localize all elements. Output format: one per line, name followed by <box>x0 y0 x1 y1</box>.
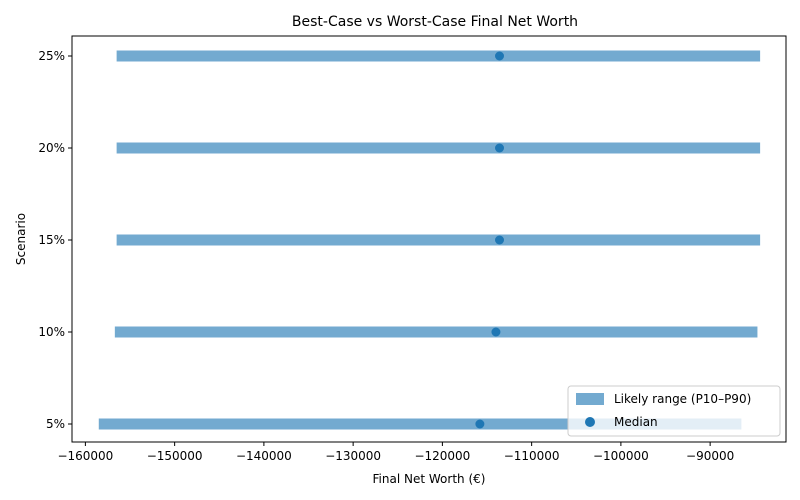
x-tick-label-0: −160000 <box>57 449 113 463</box>
median-point-4 <box>495 51 505 61</box>
x-tick-label-2: −140000 <box>236 449 292 463</box>
range-bar-2 <box>116 234 761 246</box>
x-tick-label-5: −110000 <box>504 449 560 463</box>
y-tick-label-0: 5% <box>46 417 65 431</box>
x-axis-label: Final Net Worth (€) <box>373 472 486 486</box>
x-tick-label-1: −150000 <box>147 449 203 463</box>
median-points <box>475 51 505 429</box>
median-point-3 <box>495 143 505 153</box>
x-tick-label-7: −90000 <box>686 449 734 463</box>
legend: Likely range (P10–P90) Median <box>567 385 781 437</box>
y-tick-label-2: 15% <box>38 233 65 247</box>
x-axis: −160000 −150000 −140000 −130000 −120000 −1100… <box>57 442 734 463</box>
plot-frame <box>71 35 787 443</box>
legend-median-label: Median <box>614 415 658 429</box>
y-axis-label: Scenario <box>14 213 28 265</box>
x-tick-label-6: −100000 <box>593 449 649 463</box>
range-bars <box>98 50 761 430</box>
median-point-0 <box>475 419 485 429</box>
legend-range-swatch <box>576 393 604 405</box>
x-tick-label-4: −120000 <box>414 449 470 463</box>
range-bar-0 <box>98 418 742 430</box>
legend-box <box>567 385 781 437</box>
legend-range-label: Likely range (P10–P90) <box>614 392 751 406</box>
y-tick-label-4: 25% <box>38 49 65 63</box>
y-tick-label-3: 20% <box>38 141 65 155</box>
x-tick-label-3: −130000 <box>325 449 381 463</box>
range-bar-3 <box>116 142 761 154</box>
legend-median-marker <box>585 417 595 427</box>
median-point-2 <box>495 235 505 245</box>
y-axis: 5% 10% 15% 20% 25% <box>38 49 72 431</box>
range-bar-1 <box>114 326 758 338</box>
y-tick-label-1: 10% <box>38 325 65 339</box>
chart-title: Best-Case vs Worst-Case Final Net Worth <box>292 14 578 30</box>
median-point-1 <box>491 327 501 337</box>
range-bar-4 <box>116 50 761 62</box>
